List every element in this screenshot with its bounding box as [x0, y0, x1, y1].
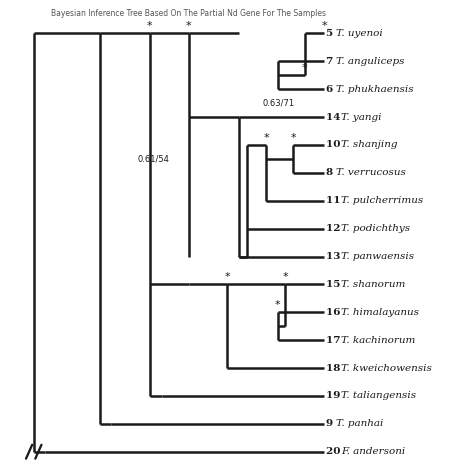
- Text: T. anguliceps: T. anguliceps: [336, 57, 405, 66]
- Text: *: *: [147, 21, 153, 31]
- Text: 12: 12: [326, 224, 344, 233]
- Text: *: *: [275, 300, 281, 310]
- Text: *: *: [263, 133, 269, 143]
- Text: 9: 9: [326, 419, 337, 428]
- Text: T. kachinorum: T. kachinorum: [341, 336, 416, 345]
- Text: *: *: [302, 63, 308, 73]
- Text: 11: 11: [326, 196, 344, 205]
- Text: T. podichthys: T. podichthys: [341, 224, 410, 233]
- Text: 10: 10: [326, 140, 344, 149]
- Text: *: *: [186, 21, 191, 31]
- Text: 14: 14: [326, 113, 344, 122]
- Text: T. shanorum: T. shanorum: [341, 280, 406, 289]
- Text: T. yangi: T. yangi: [341, 113, 382, 122]
- Text: 13: 13: [326, 252, 344, 261]
- Text: T. taliangensis: T. taliangensis: [341, 392, 416, 401]
- Text: 16: 16: [326, 308, 344, 317]
- Text: 6: 6: [326, 85, 337, 94]
- Text: T. verrucosus: T. verrucosus: [336, 168, 406, 177]
- Text: T. kweichowensis: T. kweichowensis: [341, 364, 432, 373]
- Text: T. shanjing: T. shanjing: [341, 140, 398, 149]
- Text: 0.61/54: 0.61/54: [137, 155, 169, 164]
- Text: 7: 7: [326, 57, 337, 66]
- Text: *: *: [321, 21, 327, 31]
- Text: 17: 17: [326, 336, 344, 345]
- Text: 8: 8: [326, 168, 337, 177]
- Text: 15: 15: [326, 280, 344, 289]
- Text: T. panhai: T. panhai: [336, 419, 383, 428]
- Text: 0.63/71: 0.63/71: [262, 99, 294, 108]
- Text: F. andersoni: F. andersoni: [341, 447, 405, 456]
- Text: *: *: [225, 272, 230, 282]
- Text: Bayesian Inference Tree Based On The Partial Nd Gene For The Samples: Bayesian Inference Tree Based On The Par…: [51, 9, 326, 18]
- Text: 20: 20: [326, 447, 344, 456]
- Text: T. phukhaensis: T. phukhaensis: [336, 85, 414, 94]
- Text: *: *: [283, 272, 288, 282]
- Text: 5: 5: [326, 29, 337, 38]
- Text: T. himalayanus: T. himalayanus: [341, 308, 419, 317]
- Text: T. uyenoi: T. uyenoi: [336, 29, 383, 38]
- Text: 19: 19: [326, 392, 344, 401]
- Text: T. panwaensis: T. panwaensis: [341, 252, 414, 261]
- Text: 18: 18: [326, 364, 344, 373]
- Text: T. pulcherrimus: T. pulcherrimus: [341, 196, 423, 205]
- Text: *: *: [290, 133, 296, 143]
